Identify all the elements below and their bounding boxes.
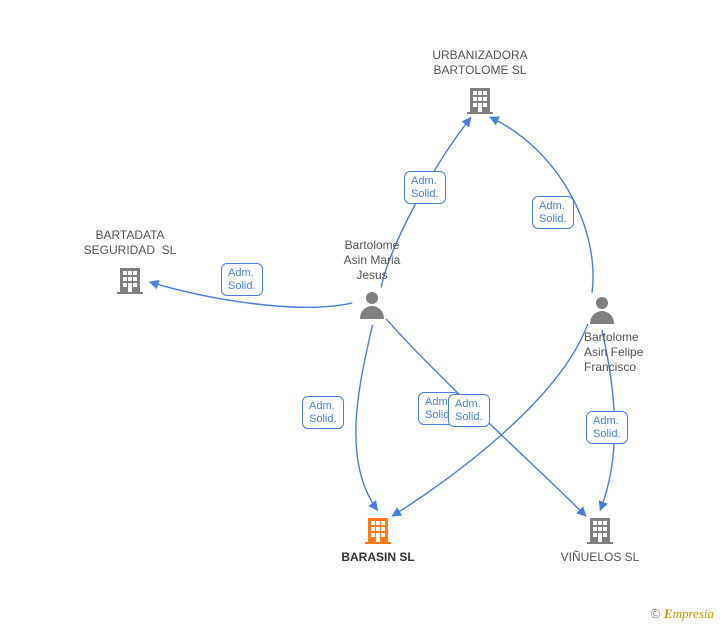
copyright-symbol: ©: [651, 606, 661, 621]
footer: © Empresia: [651, 606, 714, 622]
edge: [392, 324, 588, 516]
edge: [490, 117, 593, 293]
edge: [381, 118, 471, 288]
edge: [600, 330, 614, 510]
edge: [150, 282, 353, 307]
edge: [386, 319, 586, 516]
edge: [356, 325, 378, 510]
brand-label: Empresia: [664, 606, 714, 621]
